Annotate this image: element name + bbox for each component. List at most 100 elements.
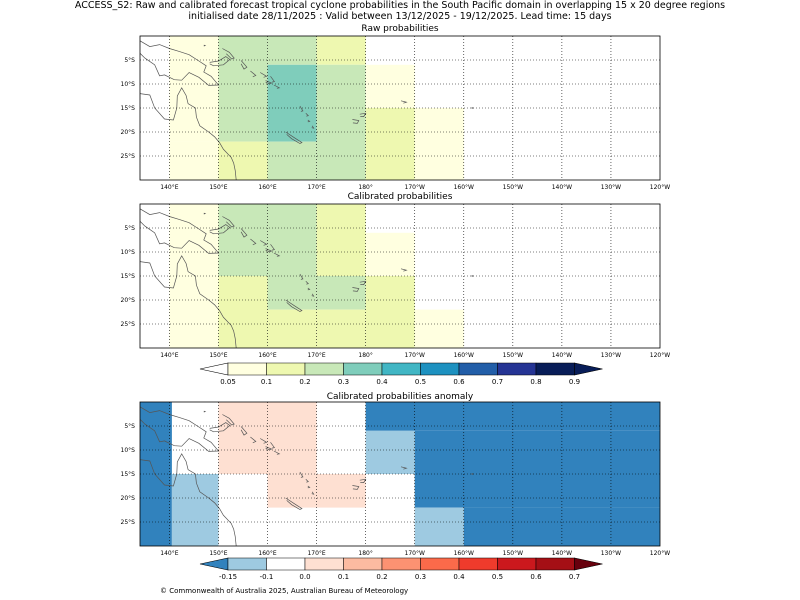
calibrated-coastline [203, 212, 207, 215]
raw-coastline [311, 125, 315, 129]
anomaly-coastline [203, 410, 207, 413]
anomaly-colorbar-over-arrow [574, 557, 603, 571]
raw-coastline [352, 119, 360, 124]
raw-lon-tick-label: 160°E [258, 184, 276, 191]
calibrated-coastline [222, 216, 235, 228]
raw-region-cell [365, 64, 415, 108]
raw-coastline [285, 131, 303, 144]
raw-coastline [359, 112, 367, 117]
anomaly-colorbar-tick-label: -0.15 [219, 573, 237, 581]
raw-coastline [471, 107, 475, 109]
anomaly-lat-tick-label: 5°S [124, 423, 135, 430]
calibrated-lon-tick-label: 160°W [454, 352, 474, 359]
raw-coastline [265, 80, 273, 85]
anomaly-coastline [311, 491, 315, 495]
calibrated-coastline [311, 293, 315, 297]
calibrated-map-frame [139, 203, 661, 349]
probability-colorbar-tick-label: 0.1 [261, 378, 272, 386]
probability-colorbar-tick-label: 0.5 [415, 378, 426, 386]
probability-colorbar-swatch [304, 362, 344, 376]
raw-coastline [250, 70, 257, 78]
raw-panel-title: Raw probabilities [361, 24, 439, 34]
calibrated-coastline [285, 299, 303, 312]
raw-lat-tick-label: 5°S [124, 57, 135, 64]
calibrated-coastline [305, 281, 309, 285]
calibrated-lon-tick-label: 120°W [650, 352, 670, 359]
calibrated-coastline [260, 240, 268, 246]
raw-lat-tick-label: 10°S [121, 81, 136, 88]
raw-coastline [222, 48, 235, 60]
raw-lon-tick-label: 130°W [601, 184, 621, 191]
calibrated-region-cell [267, 204, 317, 276]
anomaly-coastline [250, 436, 257, 444]
probability-colorbar-tick-label: 0.3 [338, 378, 349, 386]
anomaly-lon-tick-label: 160°E [258, 550, 276, 557]
anomaly-colorbar-swatch [304, 557, 344, 571]
calibrated-coastline [140, 255, 237, 348]
calibrated-lat-tick-label: 20°S [121, 297, 136, 304]
calibrated-lon-tick-label: 160°E [258, 352, 276, 359]
calibrated-lon-tick-label: 150°W [503, 352, 523, 359]
anomaly-region-cell [365, 430, 415, 474]
calibrated-coastline [352, 287, 360, 292]
anomaly-colorbar-under-arrow [199, 557, 229, 571]
anomaly-coastline [305, 479, 309, 483]
calibrated-coastline [270, 244, 276, 251]
raw-region-cell [169, 36, 219, 142]
calibrated-region-cell [414, 309, 464, 348]
raw-region-cell [169, 141, 219, 180]
raw-coastline [240, 60, 248, 70]
probability-colorbar-swatch [266, 362, 306, 376]
calibrated-region-cell [218, 276, 268, 348]
probability-colorbar-swatch [497, 362, 537, 376]
anomaly-lon-tick-label: 140°E [160, 550, 178, 557]
raw-lon-tick-label: 170°W [405, 184, 425, 191]
anomaly-colorbar-tick-label: 0.1 [338, 573, 349, 581]
raw-coastline [203, 44, 207, 47]
calibrated-region-cell [267, 309, 317, 348]
raw-coastline [270, 76, 276, 83]
anomaly-coastline [307, 485, 311, 489]
calibrated-lon-tick-label: 170°E [307, 352, 325, 359]
raw-lon-tick-label: 150°W [503, 184, 523, 191]
raw-coastline [140, 87, 237, 180]
raw-plot-area [140, 36, 660, 180]
anomaly-colorbar-tick-label: -0.1 [260, 573, 274, 581]
probability-colorbar-swatch [535, 362, 575, 376]
anomaly-colorbar-swatch [381, 557, 421, 571]
anomaly-coastline [359, 478, 367, 483]
calibrated-region-cell [365, 232, 415, 276]
raw-coastline [305, 113, 309, 117]
anomaly-colorbar-swatch [266, 557, 306, 571]
raw-map-group: 140°E 150°E 160°E 170°E 180° 170°W 160°W 150°W 1… [121, 35, 670, 191]
probability-colorbar-tick-label: 0.8 [530, 378, 541, 386]
calibrated-lon-tick-label: 170°W [405, 352, 425, 359]
anomaly-region-cell [414, 430, 660, 508]
probability-colorbar-tick-label: 0.2 [299, 378, 310, 386]
anomaly-colorbar-swatch [497, 557, 537, 571]
raw-lon-tick-label: 140°W [552, 184, 572, 191]
raw-lon-tick-label: 170°E [307, 184, 325, 191]
raw-region-cell [267, 141, 317, 180]
anomaly-coastline [265, 446, 273, 451]
figure-title-line2: initialised date 28/11/2025 : Valid betw… [188, 11, 612, 22]
raw-lon-tick-label: 140°E [160, 184, 178, 191]
anomaly-coastline [270, 442, 276, 449]
anomaly-lon-tick-label: 180° [358, 550, 372, 557]
calibrated-lon-tick-label: 140°W [552, 352, 572, 359]
anomaly-coastline [222, 414, 235, 426]
anomaly-colorbar-tick-label: 0.2 [376, 573, 387, 581]
anomaly-coastline [273, 450, 281, 455]
raw-lon-tick-label: 120°W [650, 184, 670, 191]
figure-title-line1: ACCESS_S2: Raw and calibrated forecast t… [74, 0, 726, 11]
calibrated-coastline [265, 248, 273, 253]
probability-colorbar-tick-label: 0.6 [453, 378, 465, 386]
raw-coastline [260, 72, 268, 78]
calibrated-lon-tick-label: 130°W [601, 352, 621, 359]
anomaly-map-frame [139, 401, 661, 547]
calibrated-region-cell [365, 276, 415, 348]
probability-colorbar-over-arrow [574, 362, 603, 376]
copyright-footer: © Commonwealth of Australia 2025, Austra… [160, 587, 409, 595]
anomaly-colorbar-swatch [343, 557, 383, 571]
